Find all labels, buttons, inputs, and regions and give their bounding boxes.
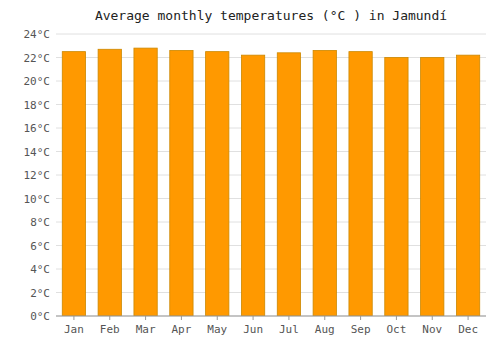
x-tick-label: Jan (64, 323, 84, 336)
x-tick-label: Dec (458, 323, 478, 336)
y-tick-label: 10°C (24, 193, 51, 206)
y-tick-label: 24°C (24, 28, 51, 41)
y-tick-label: 14°C (24, 146, 51, 159)
x-tick (324, 316, 325, 320)
bar (277, 53, 300, 316)
y-tick-label: 6°C (30, 240, 50, 253)
y-tick-label: 8°C (30, 216, 50, 229)
x-tick (181, 316, 182, 320)
y-tick-label: 0°C (30, 310, 50, 323)
x-tick-label: Jul (279, 323, 299, 336)
y-tick-label: 16°C (24, 122, 51, 135)
x-tick (432, 316, 433, 320)
x-tick-label: Apr (171, 323, 191, 336)
bar (170, 50, 193, 316)
bar (349, 52, 372, 316)
x-tick-label: Mar (136, 323, 156, 336)
x-tick (468, 316, 469, 320)
x-tick (73, 316, 74, 320)
y-tick-label: 4°C (30, 263, 50, 276)
bar (206, 52, 229, 316)
x-tick-label: Oct (386, 323, 406, 336)
x-tick-label: May (207, 323, 227, 336)
x-tick-label: Jun (243, 323, 263, 336)
y-tick-label: 12°C (24, 169, 51, 182)
x-axis-line (56, 316, 486, 317)
y-tick-label: 18°C (24, 99, 51, 112)
title: Average monthly temperatures (°C ) in Ja… (95, 8, 447, 23)
x-tick-label: Nov (422, 323, 442, 336)
x-tick (217, 316, 218, 320)
y-tick-label: 20°C (24, 75, 51, 88)
x-tick (145, 316, 146, 320)
chart-svg: Average monthly temperatures (°C ) in Ja… (0, 0, 500, 350)
bar (62, 52, 85, 316)
y-tick-label: 2°C (30, 287, 50, 300)
x-tick (396, 316, 397, 320)
x-tick (288, 316, 289, 320)
x-tick-label: Sep (351, 323, 371, 336)
y-tick-label: 22°C (24, 52, 51, 65)
grid-line (56, 316, 486, 317)
y-axis: 0°C 2°C 4°C 6°C 8°C 10°C 12°C 14°C 16°C 18°C 20°C 2… (24, 28, 487, 323)
bar (421, 58, 444, 317)
grid-line (56, 34, 486, 35)
x-tick (253, 316, 254, 320)
bar (241, 55, 264, 316)
x-tick-label: Aug (315, 323, 335, 336)
bar (456, 55, 479, 316)
x-axis: Jan Feb Mar Apr May Jun Jul Aug Sep Oct Nov Dec (56, 316, 486, 336)
bar (385, 58, 408, 317)
x-tick (109, 316, 110, 320)
x-tick-label: Feb (100, 323, 120, 336)
bars (62, 48, 479, 316)
bar (313, 50, 336, 316)
bar (98, 49, 121, 316)
x-tick (360, 316, 361, 320)
bar (134, 48, 157, 316)
chart-container: Average monthly temperatures (°C ) in Ja… (0, 0, 500, 350)
